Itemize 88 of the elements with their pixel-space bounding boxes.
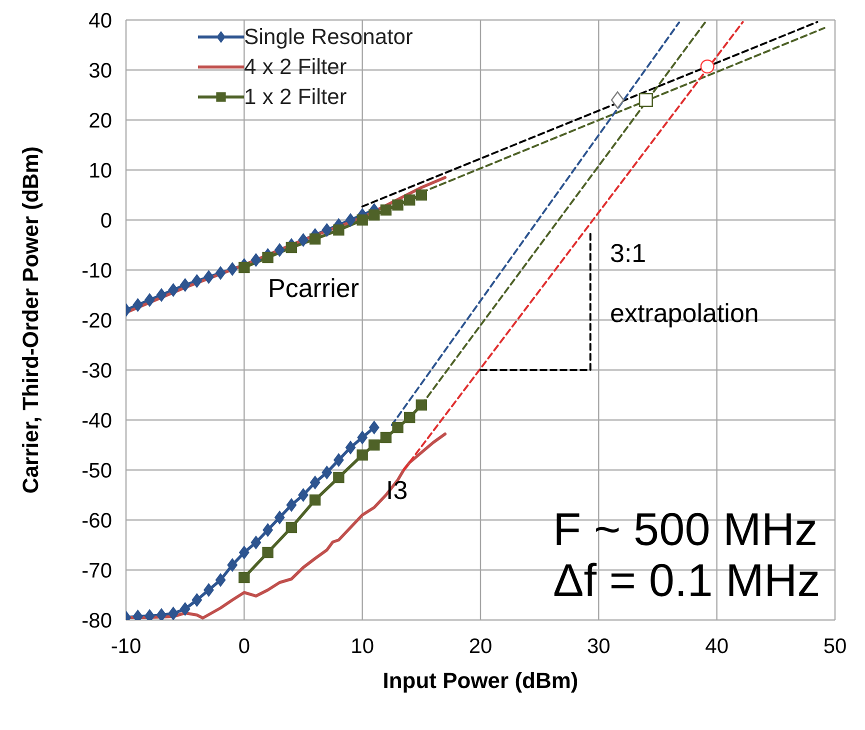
y-tick-label: 0 (100, 209, 112, 232)
x-tick-label: 20 (468, 634, 492, 658)
y-tick-label: -70 (82, 559, 112, 582)
point (180, 602, 190, 616)
y-axis-title: Carrier, Third-Order Power (dBm) (18, 146, 43, 494)
point (262, 252, 274, 264)
point (392, 199, 404, 211)
point (238, 546, 250, 560)
point (333, 224, 344, 236)
point (227, 558, 238, 572)
point (156, 608, 167, 620)
y-tick-label: -10 (82, 259, 112, 282)
point (144, 293, 155, 307)
point (392, 422, 404, 434)
annotation: Pcarrier (268, 273, 360, 303)
point (168, 283, 179, 297)
y-tick-label: -30 (82, 359, 112, 382)
point (356, 214, 368, 226)
point (286, 498, 297, 512)
x-tick-label: 10 (350, 634, 374, 658)
point (274, 510, 285, 524)
point (357, 430, 368, 444)
x-axis-title: Input Power (dBm) (382, 668, 578, 693)
point (322, 466, 332, 480)
point (380, 204, 392, 216)
y-tick-label: -20 (82, 309, 112, 332)
point (416, 399, 428, 411)
y-tick-label: -40 (82, 409, 112, 432)
point (215, 266, 226, 280)
point (132, 298, 144, 312)
point (262, 546, 274, 558)
point (345, 440, 356, 454)
point (416, 189, 428, 201)
point (168, 606, 179, 620)
point (368, 209, 380, 221)
legend-label: 4 x 2 Filter (244, 54, 347, 80)
annotation: 3:1 extrapolation (610, 237, 759, 330)
point (156, 288, 167, 302)
x-tick-label: 50 (823, 634, 847, 658)
x-tick-label: -10 (110, 634, 142, 658)
point (333, 453, 344, 467)
point (368, 439, 380, 451)
y-tick-label: 30 (88, 59, 112, 82)
point (274, 243, 285, 257)
y-tick-label: -60 (82, 509, 112, 532)
y-tick-label: 10 (88, 159, 112, 182)
x-tick-label: 30 (586, 634, 610, 658)
point (298, 488, 308, 502)
point (333, 472, 344, 484)
y-tick-label: 40 (88, 9, 112, 32)
point (322, 223, 332, 237)
point (638, 92, 653, 108)
point (227, 262, 238, 276)
point (700, 59, 714, 74)
point (368, 420, 380, 434)
y-tick-label: -50 (82, 459, 112, 482)
point (380, 432, 392, 444)
point (250, 536, 262, 550)
point (309, 494, 321, 506)
point (610, 91, 624, 109)
point (192, 593, 202, 607)
annotation: I3 (386, 475, 408, 505)
point (192, 274, 202, 288)
point (404, 412, 416, 424)
point (238, 262, 250, 274)
point (262, 523, 274, 537)
point (298, 233, 308, 247)
point (203, 583, 214, 597)
point (215, 573, 226, 587)
point (286, 522, 298, 534)
point (310, 476, 320, 490)
annotation: Δf = 0.1 MHz (553, 554, 820, 606)
legend-label: Single Resonator (244, 24, 413, 50)
point (286, 242, 298, 254)
point (345, 213, 356, 227)
annotation: F ~ 500 MHz (553, 503, 818, 555)
point (404, 194, 416, 206)
point (250, 253, 262, 267)
point (238, 572, 250, 584)
point (180, 278, 190, 292)
legend-label: 1 x 2 Filter (244, 84, 347, 110)
point (309, 233, 321, 245)
y-tick-label: -80 (82, 609, 112, 632)
point (203, 270, 214, 284)
point (356, 449, 368, 461)
y-tick-label: 20 (88, 109, 112, 132)
x-tick-label: 40 (705, 634, 729, 658)
x-tick-label: 0 (238, 634, 250, 658)
